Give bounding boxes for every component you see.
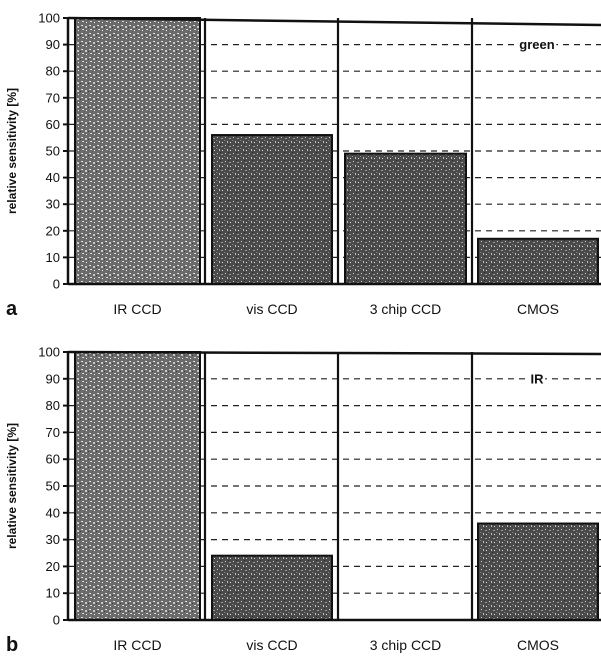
series-annotation: green bbox=[519, 37, 554, 52]
bar-ir-ccd bbox=[74, 17, 201, 285]
panel-label: a bbox=[6, 298, 18, 320]
category-label: IR CCD bbox=[113, 637, 161, 653]
y-tick-label: 60 bbox=[46, 452, 60, 467]
y-tick-label: 20 bbox=[46, 223, 60, 238]
category-label: IR CCD bbox=[113, 301, 161, 317]
y-tick-label: 70 bbox=[46, 90, 60, 105]
y-tick-label: 100 bbox=[38, 11, 60, 26]
plot-top-border bbox=[67, 16, 601, 27]
y-tick-label: 80 bbox=[46, 398, 60, 413]
y-tick-label: 90 bbox=[46, 37, 60, 52]
bar-ir-ccd bbox=[74, 351, 201, 621]
y-tick-label: 50 bbox=[46, 479, 60, 494]
chart-panel-a: 0 10 20 30 40 50 60 70 80 90 100 relative sensitivi… bbox=[5, 11, 601, 320]
y-tick-label: 100 bbox=[38, 345, 60, 360]
category-label: vis CCD bbox=[246, 301, 297, 317]
y-tick-label: 10 bbox=[46, 586, 60, 601]
bar-vis-ccd bbox=[211, 554, 333, 621]
y-axis-label: relative sensitivity [%] bbox=[5, 88, 19, 214]
y-tick-label: 20 bbox=[46, 559, 60, 574]
category-label: vis CCD bbox=[246, 637, 297, 653]
y-tick-label: 90 bbox=[46, 371, 60, 386]
y-tick-label: 10 bbox=[46, 250, 60, 265]
y-tick-label: 60 bbox=[46, 117, 60, 132]
bar-vis-ccd bbox=[211, 134, 333, 285]
y-tick-label: 70 bbox=[46, 425, 60, 440]
y-tick-label: 30 bbox=[46, 532, 60, 547]
bar-cmos bbox=[477, 237, 599, 285]
category-label: CMOS bbox=[517, 637, 559, 653]
y-tick-label: 50 bbox=[46, 144, 60, 159]
series-annotation: IR bbox=[531, 371, 545, 386]
chart-panel-b: 0 10 20 30 40 50 60 70 80 90 100 relative sensitivi… bbox=[5, 345, 601, 656]
category-label: CMOS bbox=[517, 301, 559, 317]
category-label: 3 chip CCD bbox=[370, 301, 442, 317]
y-tick-label: 80 bbox=[46, 64, 60, 79]
bar-3-chip-ccd bbox=[344, 152, 467, 285]
y-tick-label: 40 bbox=[46, 505, 60, 520]
y-tick-label: 0 bbox=[53, 613, 60, 628]
y-tick-label: 0 bbox=[53, 277, 60, 292]
plot-top-border bbox=[67, 350, 601, 356]
bar-cmos bbox=[477, 522, 599, 622]
y-tick-label: 30 bbox=[46, 197, 60, 212]
y-axis-label: relative sensitivity [%] bbox=[5, 423, 19, 549]
panel-label: b bbox=[6, 634, 18, 656]
category-label: 3 chip CCD bbox=[370, 637, 442, 653]
y-tick-label: 40 bbox=[46, 170, 60, 185]
